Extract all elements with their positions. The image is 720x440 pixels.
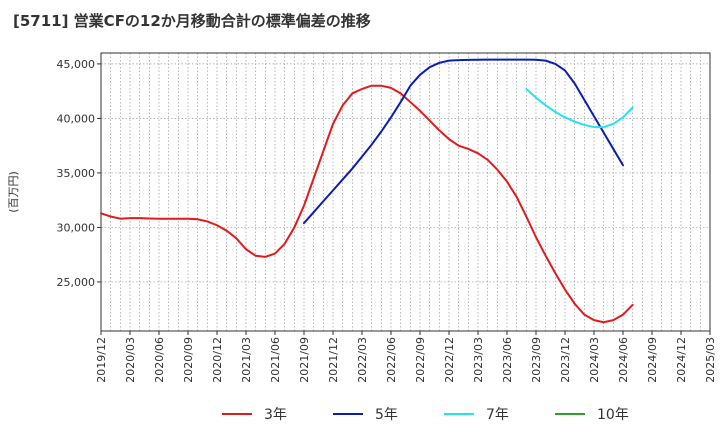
series-layer <box>100 58 634 324</box>
series-line-7年 <box>525 87 634 129</box>
x-tick-label: 2020/09 <box>182 337 195 383</box>
x-tick-label: 2024/12 <box>675 337 688 383</box>
x-tick-label: 2025/03 <box>704 337 717 383</box>
chart-title: [5711] 営業CFの12か月移動合計の標準偏差の推移 <box>13 12 371 30</box>
legend-layer: 3年 5年 7年 10年 <box>222 407 629 423</box>
x-tick-label: 2022/06 <box>385 337 398 383</box>
axes-layer <box>100 52 711 332</box>
x-tick-label: 2021/12 <box>327 337 340 383</box>
y-tick-label: 25,000 <box>57 276 96 289</box>
x-tick-label: 2023/03 <box>472 337 485 383</box>
grid-layer <box>101 53 710 331</box>
x-tick-label: 2020/03 <box>124 337 137 383</box>
series-line-3年 <box>100 84 634 324</box>
legend-label: 10年 <box>597 407 629 423</box>
x-tick-label: 2022/03 <box>356 337 369 383</box>
x-tick-label: 2023/09 <box>530 337 543 383</box>
y-axis-label: (百万円) <box>7 171 20 213</box>
ticks-layer: 25,000 30,000 35,000 40,000 45,000 2019/12 202… <box>7 58 717 383</box>
x-tick-label: 2021/09 <box>298 337 311 383</box>
plot-frame <box>100 52 711 332</box>
x-tick-label: 2020/06 <box>153 337 166 383</box>
legend-label: 7年 <box>486 407 509 423</box>
x-tick-label: 2024/06 <box>617 337 630 383</box>
y-tick-label: 30,000 <box>57 221 96 234</box>
y-tick-label: 40,000 <box>57 112 96 125</box>
legend-label: 3年 <box>264 407 287 423</box>
x-tick-label: 2021/03 <box>240 337 253 383</box>
y-tick-label: 35,000 <box>57 167 96 180</box>
series-line-5年 <box>303 58 624 225</box>
x-tick-label: 2021/06 <box>269 337 282 383</box>
x-tick-label: 2023/12 <box>559 337 572 383</box>
x-tick-label: 2024/03 <box>588 337 601 383</box>
x-tick-label: 2020/12 <box>211 337 224 383</box>
y-tick-label: 45,000 <box>57 58 96 71</box>
x-tick-label: 2019/12 <box>95 337 108 383</box>
x-tick-label: 2023/06 <box>501 337 514 383</box>
x-tick-label: 2022/09 <box>414 337 427 383</box>
x-tick-label: 2022/12 <box>443 337 456 383</box>
legend-label: 5年 <box>375 407 398 423</box>
x-tick-label: 2024/09 <box>646 337 659 383</box>
